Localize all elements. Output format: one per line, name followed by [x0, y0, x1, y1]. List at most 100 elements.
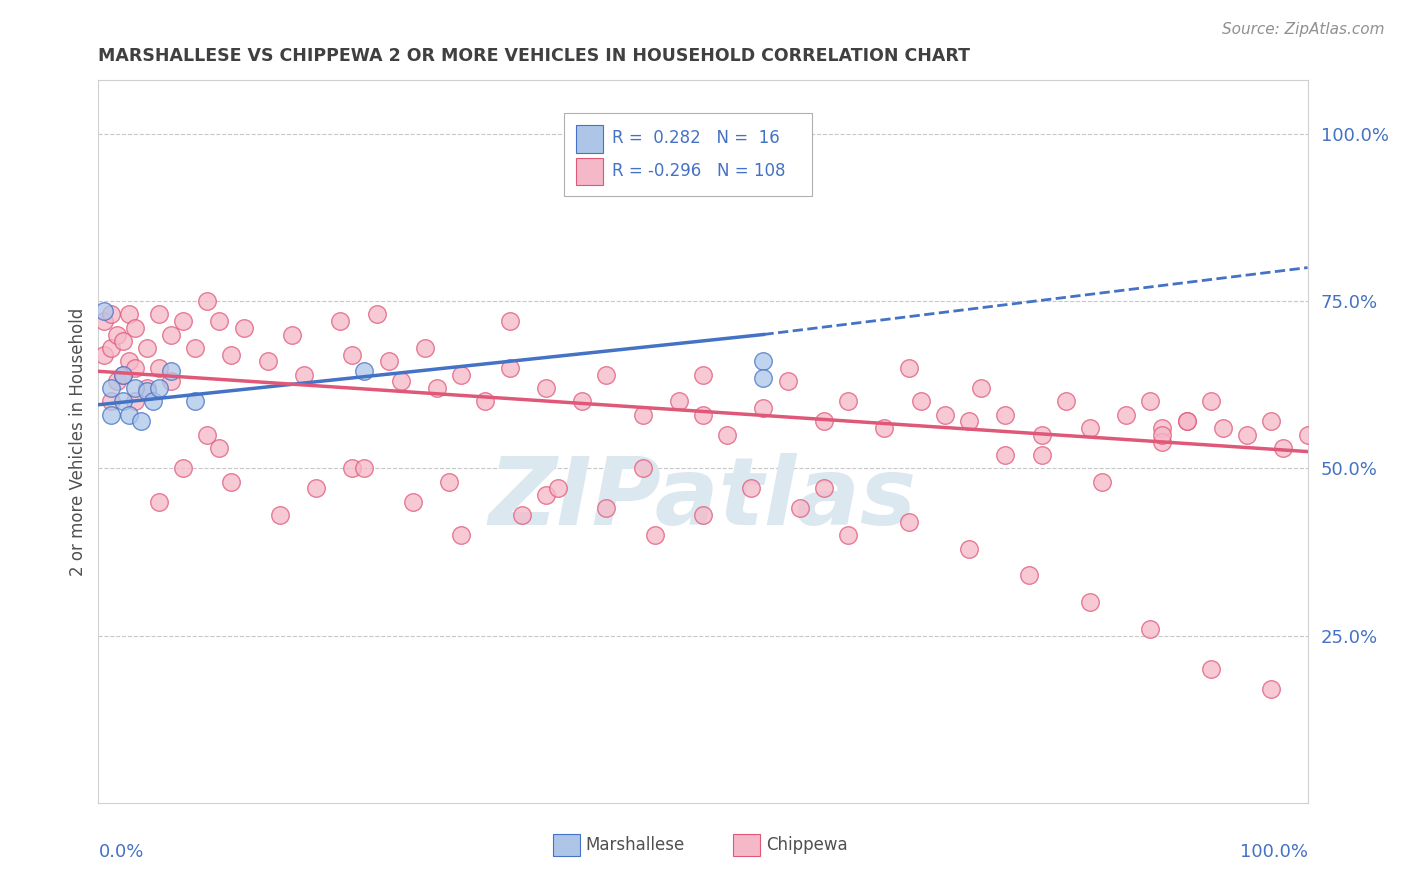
Point: [195, 294, 218, 309]
Point: [232, 321, 254, 335]
Point: [124, 381, 146, 395]
Point: [100, 408, 122, 422]
Point: [534, 488, 557, 502]
Point: [148, 381, 170, 395]
Point: [118, 408, 141, 422]
Point: [1236, 427, 1258, 442]
Point: [148, 307, 170, 322]
Point: [1260, 414, 1282, 429]
Point: [510, 508, 533, 523]
FancyBboxPatch shape: [734, 834, 759, 855]
Text: Source: ZipAtlas.com: Source: ZipAtlas.com: [1222, 22, 1385, 37]
Point: [292, 368, 315, 382]
Point: [111, 368, 134, 382]
FancyBboxPatch shape: [576, 125, 603, 153]
Point: [1031, 427, 1053, 442]
Point: [124, 321, 146, 335]
Point: [1054, 394, 1077, 409]
Point: [910, 394, 932, 409]
Point: [93, 304, 115, 318]
FancyBboxPatch shape: [553, 834, 579, 855]
Text: R = -0.296   N = 108: R = -0.296 N = 108: [613, 161, 786, 179]
Point: [716, 427, 738, 442]
Point: [776, 375, 799, 389]
Point: [752, 354, 775, 368]
Point: [221, 475, 243, 489]
Point: [897, 515, 920, 529]
Point: [692, 508, 714, 523]
Point: [93, 314, 115, 328]
Point: [752, 371, 775, 385]
Point: [1139, 394, 1161, 409]
Point: [1212, 421, 1234, 435]
Point: [221, 348, 243, 362]
Point: [281, 327, 304, 342]
Point: [342, 461, 364, 475]
Point: [934, 408, 956, 422]
Point: [208, 442, 231, 455]
Point: [740, 482, 762, 496]
Point: [571, 394, 593, 409]
Point: [692, 408, 714, 422]
Point: [813, 482, 835, 496]
Point: [498, 314, 520, 328]
Point: [692, 368, 714, 382]
Point: [118, 307, 141, 322]
Point: [195, 427, 218, 442]
Point: [1078, 595, 1101, 609]
Point: [413, 341, 436, 355]
Point: [172, 314, 194, 328]
Point: [1152, 421, 1174, 435]
FancyBboxPatch shape: [564, 112, 811, 196]
Point: [595, 501, 617, 516]
Point: [135, 381, 157, 395]
Point: [305, 482, 328, 496]
Point: [1175, 414, 1198, 429]
Point: [813, 414, 835, 429]
Point: [498, 361, 520, 376]
Point: [148, 361, 170, 376]
Point: [100, 341, 122, 355]
Point: [450, 528, 472, 542]
Point: [142, 394, 165, 409]
Point: [1199, 662, 1222, 676]
Point: [135, 341, 157, 355]
Point: [342, 348, 364, 362]
Point: [118, 354, 141, 368]
Point: [353, 461, 375, 475]
Point: [595, 368, 617, 382]
Point: [1031, 448, 1053, 462]
Point: [353, 364, 375, 378]
Point: [970, 381, 993, 395]
Point: [994, 408, 1017, 422]
Point: [547, 482, 569, 496]
Text: 100.0%: 100.0%: [1240, 843, 1308, 861]
Point: [93, 348, 115, 362]
Point: [631, 408, 654, 422]
Point: [1272, 442, 1295, 455]
Point: [184, 394, 207, 409]
Point: [897, 361, 920, 376]
Point: [135, 384, 157, 399]
Point: [450, 368, 472, 382]
Point: [668, 394, 690, 409]
Point: [1175, 414, 1198, 429]
Point: [105, 327, 128, 342]
Point: [100, 381, 122, 395]
Text: 0.0%: 0.0%: [98, 843, 143, 861]
Point: [129, 414, 152, 429]
Point: [1199, 394, 1222, 409]
Point: [426, 381, 449, 395]
Text: Marshallese: Marshallese: [586, 836, 685, 854]
Point: [534, 381, 557, 395]
Point: [148, 494, 170, 508]
Point: [105, 375, 128, 389]
Point: [160, 375, 183, 389]
Point: [402, 494, 425, 508]
Point: [256, 354, 278, 368]
Point: [957, 541, 980, 556]
Point: [160, 364, 183, 378]
Point: [366, 307, 388, 322]
Point: [837, 528, 859, 542]
Point: [1152, 434, 1174, 449]
